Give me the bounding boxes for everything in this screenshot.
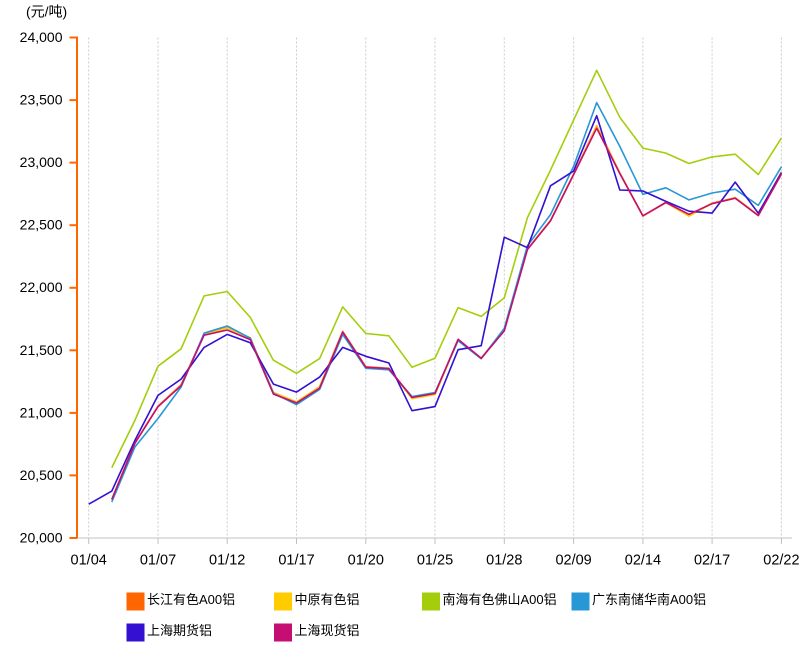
- svg-text:21,500: 21,500: [20, 342, 63, 358]
- svg-text:01/25: 01/25: [417, 553, 453, 569]
- svg-text:21,000: 21,000: [20, 404, 63, 420]
- svg-text:南海有色佛山A00铝: 南海有色佛山A00铝: [443, 592, 557, 607]
- svg-text:01/12: 01/12: [209, 553, 245, 569]
- svg-text:01/04: 01/04: [71, 553, 107, 569]
- svg-text:22,500: 22,500: [20, 217, 63, 233]
- svg-text:02/09: 02/09: [555, 553, 591, 569]
- svg-text:23,000: 23,000: [20, 154, 63, 170]
- svg-text:01/28: 01/28: [486, 553, 522, 569]
- svg-text:(元/吨): (元/吨): [26, 4, 67, 20]
- svg-text:02/17: 02/17: [694, 553, 730, 569]
- svg-text:02/22: 02/22: [763, 553, 799, 569]
- svg-text:01/20: 01/20: [348, 553, 384, 569]
- svg-text:22,000: 22,000: [20, 279, 63, 295]
- svg-text:23,500: 23,500: [20, 92, 63, 108]
- svg-text:上海期货铝: 上海期货铝: [147, 623, 212, 638]
- svg-text:广东南储华南A00铝: 广东南储华南A00铝: [592, 592, 706, 607]
- svg-text:24,000: 24,000: [20, 29, 63, 45]
- svg-text:20,000: 20,000: [20, 530, 63, 546]
- svg-text:长江有色A00铝: 长江有色A00铝: [147, 592, 235, 607]
- svg-text:中原有色铝: 中原有色铝: [295, 592, 360, 607]
- svg-text:01/17: 01/17: [278, 553, 314, 569]
- svg-text:02/14: 02/14: [625, 553, 661, 569]
- svg-text:20,500: 20,500: [20, 467, 63, 483]
- svg-text:01/07: 01/07: [140, 553, 176, 569]
- svg-text:上海现货铝: 上海现货铝: [295, 623, 360, 638]
